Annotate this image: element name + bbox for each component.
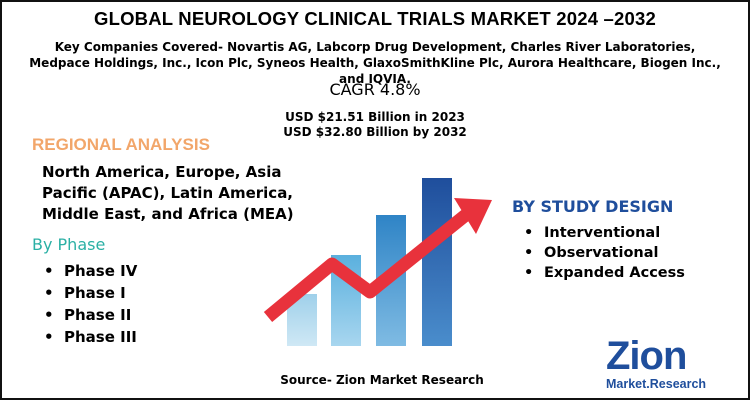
- logo-tagline: Market.Research: [606, 377, 707, 391]
- list-item: Phase I: [44, 282, 137, 304]
- bar-graphic: [422, 178, 452, 346]
- list-item: Phase IV: [44, 260, 137, 282]
- section-title: By Phase: [32, 235, 106, 254]
- arrow-head: [454, 198, 492, 234]
- section-title: BY STUDY DESIGN: [512, 197, 674, 216]
- cagr: CAGR 4.8%: [329, 80, 421, 99]
- source: Source- Zion Market Research: [280, 373, 484, 387]
- phase-list: Phase IVPhase IPhase IIPhase III: [44, 260, 137, 348]
- logo-name: Zion: [606, 334, 687, 378]
- list-item: Expanded Access: [524, 263, 685, 283]
- design-list: InterventionalObservationalExpanded Acce…: [524, 223, 685, 283]
- title: GLOBAL NEUROLOGY CLINICAL TRIALS MARKET …: [93, 8, 657, 29]
- list-item: Phase III: [44, 326, 137, 348]
- list-item: Observational: [524, 243, 685, 263]
- market-value-2032: USD $32.80 Billion by 2032: [283, 125, 467, 139]
- section-title: REGIONAL ANALYSIS: [32, 135, 210, 154]
- list-item: Phase II: [44, 304, 137, 326]
- trend-arrow: [263, 208, 472, 323]
- region-text: North America, Europe, Asia Pacific (APA…: [42, 163, 294, 223]
- list-item: Interventional: [524, 223, 685, 243]
- market-value-2023: USD $21.51 Billion in 2023: [285, 110, 465, 124]
- subtitle: Key Companies Covered- Novartis AG, Labc…: [29, 40, 721, 86]
